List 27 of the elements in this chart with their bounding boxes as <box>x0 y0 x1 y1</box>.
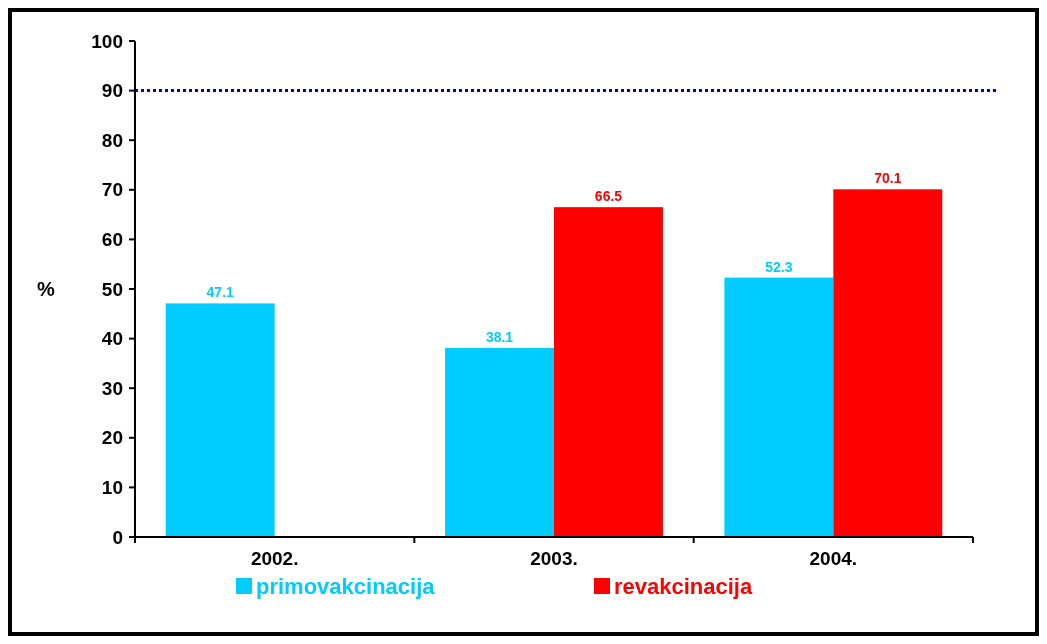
y-tick-label: 90 <box>101 80 123 102</box>
data-label: 47.1 <box>206 284 235 301</box>
y-tick-label: 50 <box>101 278 123 300</box>
x-tick-label: 2004. <box>809 548 858 569</box>
y-tick-label: 80 <box>101 129 123 151</box>
data-label: 66.5 <box>594 188 623 205</box>
bar <box>445 348 554 537</box>
data-label: 38.1 <box>485 329 514 346</box>
y-tick-label: 70 <box>101 179 123 201</box>
x-tick-label: 2002. <box>250 548 299 569</box>
bar <box>554 207 663 537</box>
data-label: 52.3 <box>765 258 793 275</box>
y-tick-label: 20 <box>101 427 123 449</box>
bar <box>165 303 275 537</box>
x-tick-label: 2003. <box>530 548 578 569</box>
y-tick-label: 60 <box>101 229 123 251</box>
y-tick-label: 0 <box>112 526 123 548</box>
y-tick-label: 40 <box>101 328 123 350</box>
legend-label: revakcinacija <box>614 573 753 599</box>
y-axis-title: % <box>37 278 56 300</box>
data-label: 70.1 <box>874 170 902 187</box>
bar <box>833 189 943 537</box>
legend-label: primovakcinacija <box>256 573 436 599</box>
y-tick-label: 100 <box>91 30 123 52</box>
bar <box>724 277 834 537</box>
y-tick-label: 10 <box>101 477 123 499</box>
y-tick-label: 30 <box>101 377 123 399</box>
